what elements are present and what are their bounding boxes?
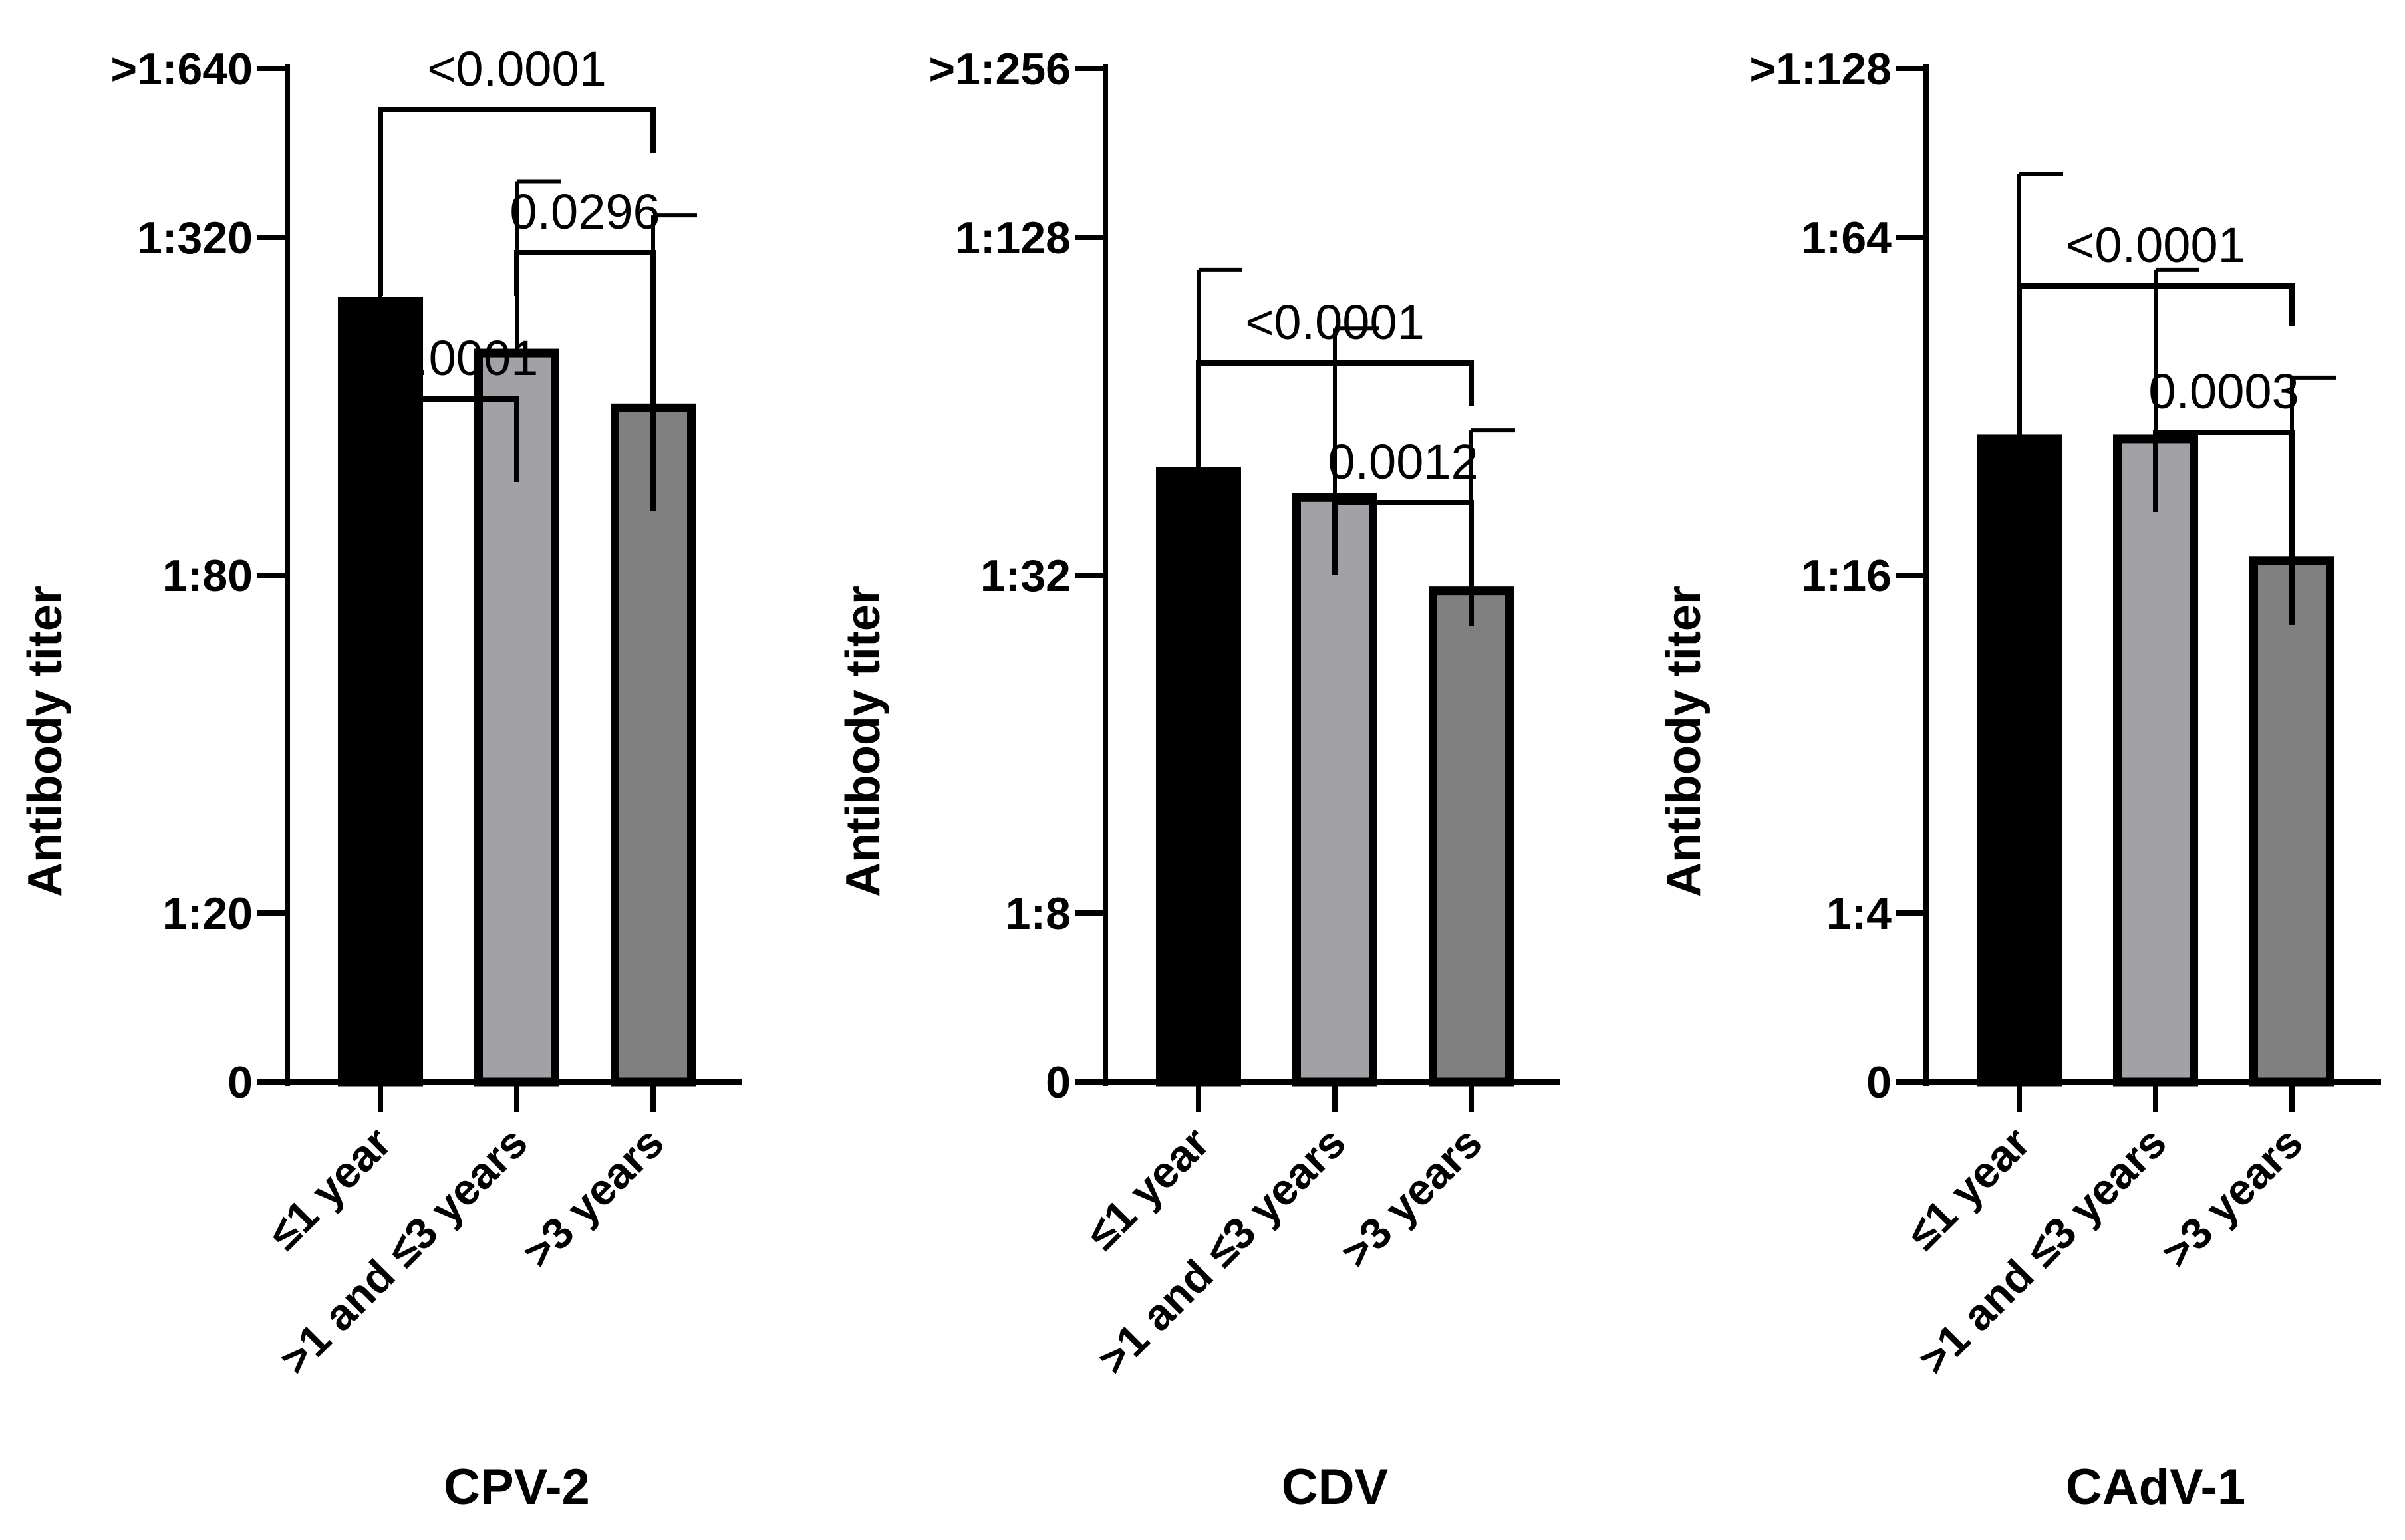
significance-bracket [1196,360,1474,545]
bar [1156,467,1241,1087]
y-tick-label: >1:256 [928,44,1071,94]
y-tick-label: 1:32 [980,551,1071,601]
significance-bracket [1332,500,1474,626]
x-category-label: >1 and ≤3 years [1088,1118,1355,1384]
bar [1292,493,1377,1087]
bar [1977,434,2062,1087]
p-value-label: 0.0012 [1328,434,1478,489]
chart-panel-0: 0 1:20 1:80 1:320 >1:640 Antibody titer ≤1 yea… [19,41,742,1515]
y-axis-title: Antibody titer [1657,586,1711,897]
panel-title: CPV-2 [444,1459,590,1515]
bar [1429,586,1514,1087]
y-tick-label: 1:8 [1006,888,1071,939]
y-tick-label: 1:128 [955,213,1071,263]
bar [611,403,696,1087]
significance-bracket [2153,430,2295,625]
y-tick-label: 0 [1046,1057,1071,1108]
bar [2113,434,2198,1087]
x-category-label: >3 years [1331,1118,1490,1277]
significance-bracket [378,396,519,482]
y-axis-title: Antibody titer [19,586,72,897]
significance-bracket [514,250,656,511]
p-value-label: 0.0003 [2148,364,2299,419]
x-category-label: ≤1 year [259,1118,400,1259]
x-category-label: ≤1 year [1898,1118,2039,1259]
x-category-label: >1 and ≤3 years [270,1118,537,1384]
p-value-label: <0.0001 [2066,217,2245,273]
chart-panel-1: 0 1:8 1:32 1:128 >1:256 Antibody titer ≤1 year… [837,44,1560,1515]
y-tick-label: 0 [227,1057,253,1108]
bar [2249,556,2334,1087]
y-tick-label: 1:20 [162,888,253,939]
y-tick-label: 0 [1866,1057,1892,1108]
y-tick-label: 1:4 [1826,888,1892,939]
y-axis-title: Antibody titer [837,586,890,897]
x-category-label: >3 years [2152,1118,2311,1277]
p-value-label: 0.0296 [509,184,660,239]
x-category-label: >1 and ≤3 years [1909,1118,2176,1384]
x-category-label: ≤1 year [1077,1118,1218,1259]
y-tick-label: 1:64 [1801,213,1892,263]
y-tick-label: 1:320 [137,213,253,263]
panel-title: CDV [1282,1459,1389,1515]
p-value-label: <0.0001 [359,330,539,386]
significance-bracket [378,107,656,296]
p-value-label: <0.0001 [1245,295,1425,350]
significance-bracket [2017,283,2295,479]
panel-title: CAdV-1 [2066,1459,2245,1515]
y-tick-label: 1:16 [1801,551,1892,601]
y-tick-label: >1:640 [110,44,253,94]
p-value-label: <0.0001 [427,41,607,96]
x-category-label: >3 years [513,1118,672,1277]
y-tick-label: 1:80 [162,551,253,601]
y-tick-label: >1:128 [1749,44,1892,94]
